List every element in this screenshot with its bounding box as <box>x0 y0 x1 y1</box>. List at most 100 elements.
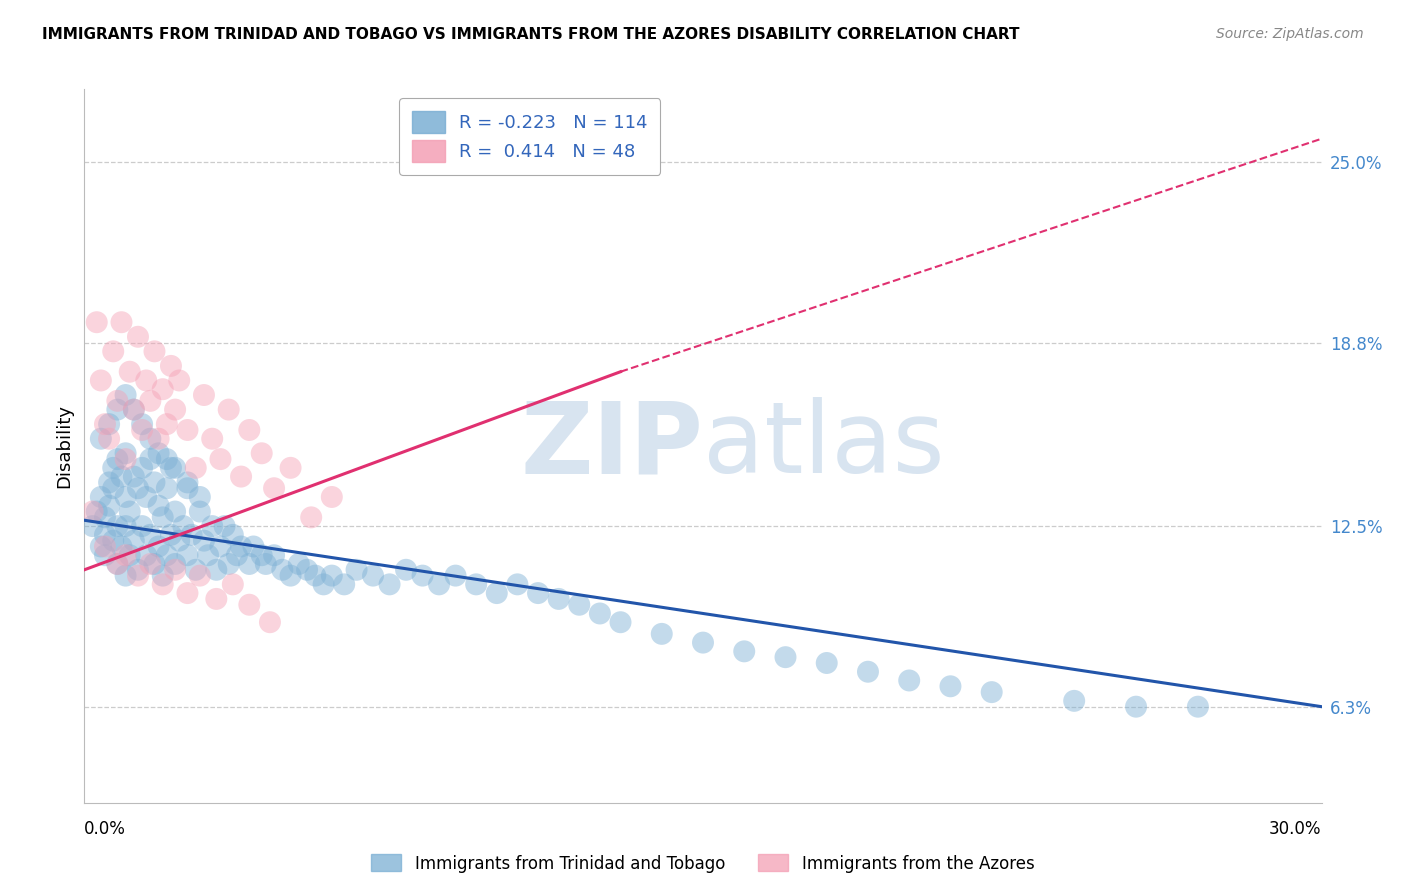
Point <box>254 557 277 571</box>
Point <box>229 469 252 483</box>
Point <box>156 481 179 495</box>
Point <box>609 615 631 630</box>
Point <box>167 533 190 548</box>
Point <box>110 540 132 554</box>
Point <box>82 504 104 518</box>
Point <box>263 548 285 562</box>
Point <box>94 528 117 542</box>
Y-axis label: Disability: Disability <box>55 404 73 488</box>
Point <box>201 519 224 533</box>
Point <box>280 568 302 582</box>
Point <box>131 423 153 437</box>
Point <box>304 568 326 582</box>
Point <box>939 679 962 693</box>
Point <box>135 490 157 504</box>
Point <box>103 344 125 359</box>
Point <box>259 615 281 630</box>
Point <box>90 374 112 388</box>
Point <box>205 591 228 606</box>
Point <box>184 563 207 577</box>
Point <box>250 548 273 562</box>
Point <box>321 490 343 504</box>
Point <box>131 460 153 475</box>
Point <box>82 519 104 533</box>
Point <box>165 460 187 475</box>
Point <box>143 344 166 359</box>
Point <box>222 528 245 542</box>
Point <box>105 557 128 571</box>
Point <box>143 475 166 490</box>
Point <box>122 402 145 417</box>
Point <box>94 548 117 562</box>
Point <box>103 481 125 495</box>
Point <box>135 374 157 388</box>
Point <box>139 432 162 446</box>
Point <box>193 533 215 548</box>
Point <box>180 528 202 542</box>
Point <box>148 540 170 554</box>
Point <box>135 548 157 562</box>
Point <box>172 519 194 533</box>
Text: 30.0%: 30.0% <box>1270 821 1322 838</box>
Point <box>321 568 343 582</box>
Point <box>1063 694 1085 708</box>
Point <box>288 557 311 571</box>
Point <box>238 423 260 437</box>
Point <box>312 577 335 591</box>
Legend: R = -0.223   N = 114, R =  0.414   N = 48: R = -0.223 N = 114, R = 0.414 N = 48 <box>399 98 661 175</box>
Point <box>160 359 183 373</box>
Point <box>103 460 125 475</box>
Point <box>167 374 190 388</box>
Point <box>980 685 1002 699</box>
Point <box>94 510 117 524</box>
Point <box>333 577 356 591</box>
Point <box>250 446 273 460</box>
Point <box>242 540 264 554</box>
Point <box>160 528 183 542</box>
Point <box>506 577 529 591</box>
Point <box>110 315 132 329</box>
Point <box>160 460 183 475</box>
Point <box>110 469 132 483</box>
Point <box>131 519 153 533</box>
Point <box>127 568 149 582</box>
Point <box>176 423 198 437</box>
Point <box>218 557 240 571</box>
Point <box>122 402 145 417</box>
Point <box>114 548 136 562</box>
Point <box>815 656 838 670</box>
Point <box>143 557 166 571</box>
Point <box>209 452 232 467</box>
Point <box>188 504 211 518</box>
Point <box>103 533 125 548</box>
Point <box>205 563 228 577</box>
Point <box>378 577 401 591</box>
Point <box>148 446 170 460</box>
Point <box>165 563 187 577</box>
Point <box>427 577 450 591</box>
Point <box>238 598 260 612</box>
Point <box>176 586 198 600</box>
Point <box>98 417 121 432</box>
Text: ZIP: ZIP <box>520 398 703 494</box>
Point <box>1125 699 1147 714</box>
Point <box>898 673 921 688</box>
Point <box>188 490 211 504</box>
Point <box>127 563 149 577</box>
Point <box>188 568 211 582</box>
Point <box>105 557 128 571</box>
Point <box>222 577 245 591</box>
Point <box>568 598 591 612</box>
Legend: Immigrants from Trinidad and Tobago, Immigrants from the Azores: Immigrants from Trinidad and Tobago, Imm… <box>364 847 1042 880</box>
Point <box>165 504 187 518</box>
Point <box>114 490 136 504</box>
Point <box>444 568 467 582</box>
Point <box>1187 699 1209 714</box>
Point <box>131 417 153 432</box>
Point <box>271 563 294 577</box>
Point <box>238 557 260 571</box>
Point <box>214 519 236 533</box>
Point <box>156 417 179 432</box>
Text: atlas: atlas <box>703 398 945 494</box>
Point <box>395 563 418 577</box>
